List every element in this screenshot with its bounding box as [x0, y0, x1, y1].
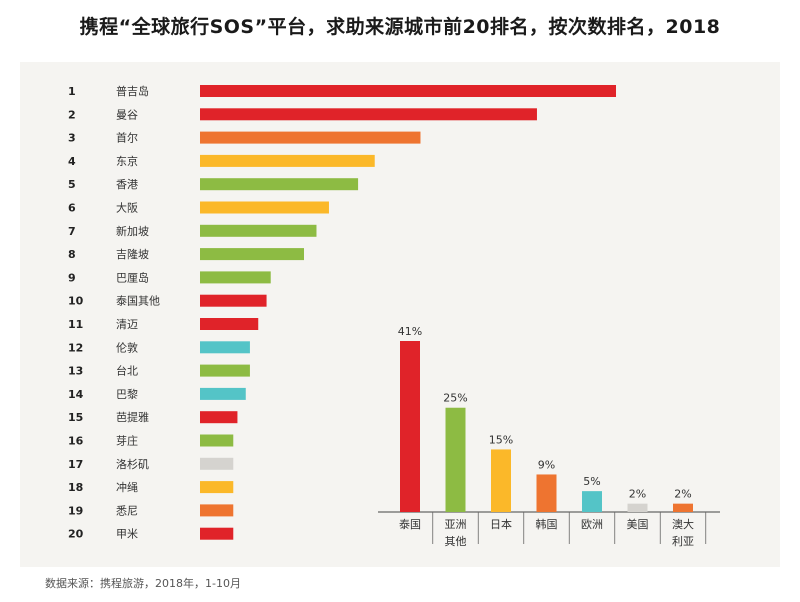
- rank-label: 3: [68, 132, 76, 145]
- rank-label: 11: [68, 318, 83, 331]
- city-label: 首尔: [116, 131, 138, 145]
- rank-label: 4: [68, 155, 76, 168]
- region-bar: [445, 407, 466, 512]
- rank-label: 17: [68, 458, 83, 471]
- region-value-label: 2%: [674, 488, 691, 501]
- city-bar: [200, 131, 421, 144]
- region-label: 泰国: [399, 517, 421, 531]
- rank-label: 10: [68, 295, 84, 308]
- city-label: 巴厘岛: [116, 270, 149, 284]
- region-bar: [536, 474, 557, 512]
- region-bar: [627, 503, 648, 512]
- city-label: 大阪: [116, 201, 138, 215]
- region-label: 美国: [627, 518, 649, 531]
- rank-label: 2: [68, 108, 76, 121]
- city-label: 曼谷: [116, 108, 138, 121]
- rank-label: 5: [68, 178, 76, 191]
- rank-label: 14: [68, 388, 84, 401]
- region-value-label: 5%: [583, 475, 600, 488]
- city-bar: [200, 504, 234, 517]
- city-bar: [200, 411, 238, 424]
- region-bar: [400, 341, 420, 512]
- city-bar: [200, 318, 259, 330]
- city-bar: [200, 364, 250, 377]
- city-label: 新加坡: [116, 224, 149, 238]
- city-bar: [200, 527, 234, 540]
- region-label: 亚洲: [445, 518, 467, 531]
- city-label: 巴黎: [116, 387, 138, 401]
- city-label: 清迈: [116, 318, 138, 331]
- city-label: 伦敦: [116, 340, 138, 354]
- region-value-label: 15%: [489, 433, 513, 446]
- region-value-label: 41%: [398, 325, 422, 338]
- city-label: 香港: [116, 178, 138, 191]
- city-bar: [200, 387, 246, 400]
- city-bar: [200, 201, 329, 214]
- city-label: 冲绳: [116, 480, 138, 494]
- city-bar: [200, 341, 250, 354]
- region-bar: [582, 491, 602, 512]
- city-bar: [200, 434, 234, 447]
- rank-label: 15: [68, 411, 83, 424]
- city-label: 普吉岛: [116, 84, 149, 98]
- city-bar: [200, 248, 304, 261]
- region-bar: [673, 503, 693, 512]
- city-bar: [200, 481, 234, 494]
- region-label: 韩国: [536, 517, 558, 531]
- region-label: 日本: [490, 517, 512, 531]
- city-bar: [200, 457, 234, 470]
- region-value-label: 9%: [538, 458, 555, 471]
- region-value-label: 2%: [629, 488, 646, 501]
- city-bar: [200, 294, 267, 307]
- city-label: 悉尼: [116, 504, 138, 517]
- region-bar: [491, 449, 511, 512]
- rank-label: 6: [68, 202, 76, 215]
- city-label: 吉隆坡: [116, 247, 149, 261]
- rank-label: 8: [68, 248, 76, 261]
- rank-label: 19: [68, 504, 83, 517]
- rank-label: 9: [68, 271, 76, 284]
- city-bar: [200, 108, 537, 121]
- city-bar: [200, 224, 317, 237]
- rank-label: 18: [68, 481, 83, 494]
- region-label: 欧洲: [581, 518, 603, 531]
- city-label: 东京: [116, 154, 138, 168]
- region-label: 澳大: [672, 517, 694, 531]
- rank-label: 12: [68, 341, 83, 354]
- city-bar: [200, 154, 375, 167]
- city-label: 甲米: [116, 528, 138, 541]
- city-label: 洛杉矶: [116, 457, 149, 471]
- city-bar: [200, 85, 616, 97]
- rank-label: 1: [68, 85, 76, 98]
- data-source-note: 数据来源：携程旅游，2018年，1-10月: [45, 577, 241, 590]
- rank-label: 13: [68, 365, 83, 378]
- city-label: 芭提雅: [116, 410, 149, 424]
- city-label: 台北: [116, 364, 138, 378]
- chart-title: 携程“全球旅行SOS”平台，求助来源城市前20排名，按次数排名，2018: [79, 16, 721, 38]
- city-label: 芽庄: [116, 434, 138, 448]
- rank-label: 20: [68, 528, 84, 541]
- region-label: 利亚: [672, 535, 694, 548]
- rank-label: 7: [68, 225, 76, 238]
- city-bar: [200, 178, 359, 191]
- city-bar: [200, 271, 271, 284]
- rank-label: 16: [68, 435, 84, 448]
- region-label: 其他: [445, 535, 467, 548]
- chart-panel: 1 普吉岛 2 曼谷 3 首尔 4 东京 5 香港 6 大阪 7 新加坡 8 吉隆坡 9 巴厘岛 10 泰国其他 11 清…: [20, 62, 780, 567]
- city-label: 泰国其他: [116, 294, 160, 308]
- region-value-label: 25%: [443, 392, 467, 405]
